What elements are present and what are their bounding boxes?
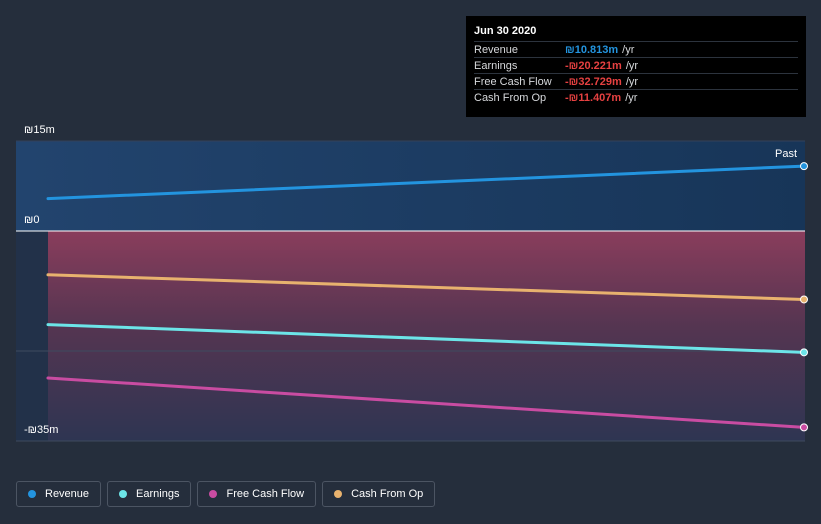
free-cash-flow-point (800, 423, 808, 432)
y-axis-top-label: ₪15m (24, 124, 55, 136)
y-axis-bottom-label: -₪35m (24, 424, 58, 436)
series-layer (46, 162, 808, 432)
legend-dot-icon (119, 490, 128, 498)
legend-label: Free Cash Flow (226, 488, 305, 500)
earnings-line (46, 323, 806, 354)
tooltip-unit: /yr (622, 43, 635, 56)
past-label: Past (775, 148, 797, 160)
revenue-point (800, 162, 808, 171)
legend-label: Earnings (136, 488, 180, 500)
legend-item-earnings[interactable]: Earnings (107, 481, 192, 507)
legend-item-cash-from-op[interactable]: Cash From Op (322, 481, 436, 507)
tooltip-row-revenue: Revenue ₪10.813m /yr (474, 41, 798, 57)
tooltip-unit: /yr (625, 91, 638, 104)
tooltip-label: Revenue (474, 43, 519, 56)
legend-dot-icon (334, 490, 343, 498)
cash-from-op-line (46, 273, 806, 301)
tooltip-value: -₪32.729m (565, 75, 622, 88)
tooltip-value: ₪10.813m (565, 43, 619, 56)
revenue-line (46, 164, 806, 201)
tooltip-row-earnings: Earnings -₪20.221m /yr (474, 57, 798, 73)
legend-item-free-cash-flow[interactable]: Free Cash Flow (197, 481, 317, 507)
tooltip-label: Earnings (474, 59, 518, 72)
tooltip-row-cash-from-op: Cash From Op -₪11.407m /yr (474, 89, 798, 105)
tooltip-value: -₪11.407m (565, 91, 622, 104)
free-cash-flow-line (46, 376, 806, 429)
tooltip-row-free-cash-flow: Free Cash Flow -₪32.729m /yr (474, 73, 798, 89)
tooltip-unit: /yr (625, 75, 639, 88)
tooltip-unit: /yr (625, 59, 639, 72)
tooltip-label: Free Cash Flow (474, 75, 552, 88)
legend-label: Revenue (45, 488, 90, 500)
positive-area (16, 141, 805, 231)
tooltip-date: Jun 30 2020 (474, 25, 537, 37)
legend-item-revenue[interactable]: Revenue (16, 481, 102, 507)
earnings-point (800, 348, 808, 357)
negative-area (48, 231, 805, 441)
cash-from-op-point (800, 295, 808, 304)
legend-label: Cash From Op (351, 488, 424, 500)
data-tooltip: Jun 30 2020 Revenue ₪10.813m /yr Earning… (466, 16, 806, 117)
legend-dot-icon (209, 490, 218, 498)
y-axis-zero-label: ₪0 (24, 214, 39, 226)
legend-dot-icon (28, 490, 36, 498)
legend: Revenue Earnings Free Cash Flow Cash Fro… (16, 481, 436, 507)
tooltip-value: -₪20.221m (565, 59, 622, 72)
tooltip-label: Cash From Op (474, 91, 547, 104)
